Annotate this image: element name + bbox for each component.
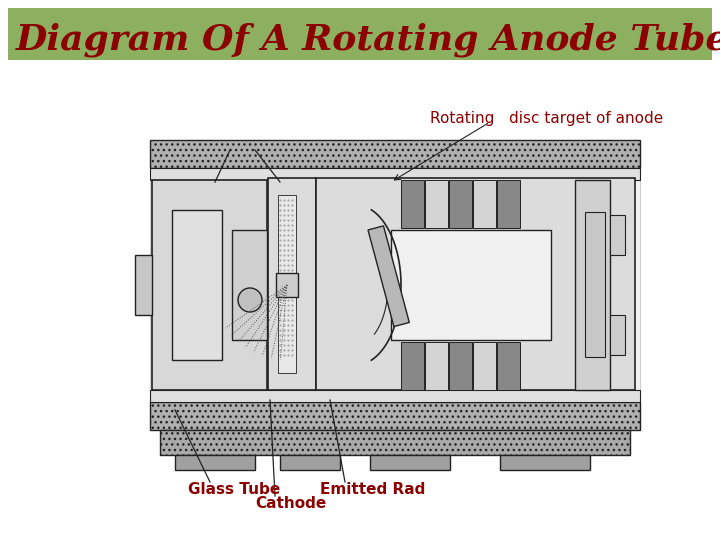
Bar [497, 342, 520, 390]
Bar [497, 180, 520, 228]
Bar [280, 455, 340, 470]
Bar [150, 168, 640, 180]
Bar [473, 180, 496, 228]
Bar [425, 342, 448, 390]
Bar [449, 180, 472, 228]
Bar [172, 210, 222, 360]
Bar [150, 402, 640, 430]
Bar [8, 8, 712, 60]
Bar [150, 140, 640, 430]
Bar [368, 226, 410, 327]
Bar [175, 455, 255, 470]
Text: Emitted Rad: Emitted Rad [320, 482, 426, 497]
Bar [316, 178, 635, 390]
Bar [150, 140, 640, 168]
Bar [500, 455, 590, 470]
Bar [473, 342, 496, 390]
Bar [610, 315, 625, 355]
Bar [425, 180, 448, 228]
Bar [150, 390, 640, 402]
Bar [278, 195, 296, 373]
Bar [391, 230, 551, 340]
Bar [152, 180, 267, 390]
Text: Diagram Of A Rotating Anode Tube: Diagram Of A Rotating Anode Tube [16, 23, 720, 57]
Bar [610, 215, 625, 255]
Circle shape [238, 288, 262, 312]
Bar [268, 178, 316, 390]
Bar [276, 273, 298, 297]
Bar [575, 180, 610, 390]
Bar [449, 342, 472, 390]
Bar [370, 455, 450, 470]
Bar [401, 342, 424, 390]
Bar [401, 180, 424, 228]
Bar [585, 212, 605, 357]
Bar [135, 255, 152, 315]
Text: Glass Tube: Glass Tube [188, 482, 280, 497]
Bar [232, 230, 267, 340]
Bar [160, 430, 630, 455]
Text: Rotating   disc target of anode: Rotating disc target of anode [430, 111, 663, 125]
Text: Cathode: Cathode [255, 496, 326, 511]
